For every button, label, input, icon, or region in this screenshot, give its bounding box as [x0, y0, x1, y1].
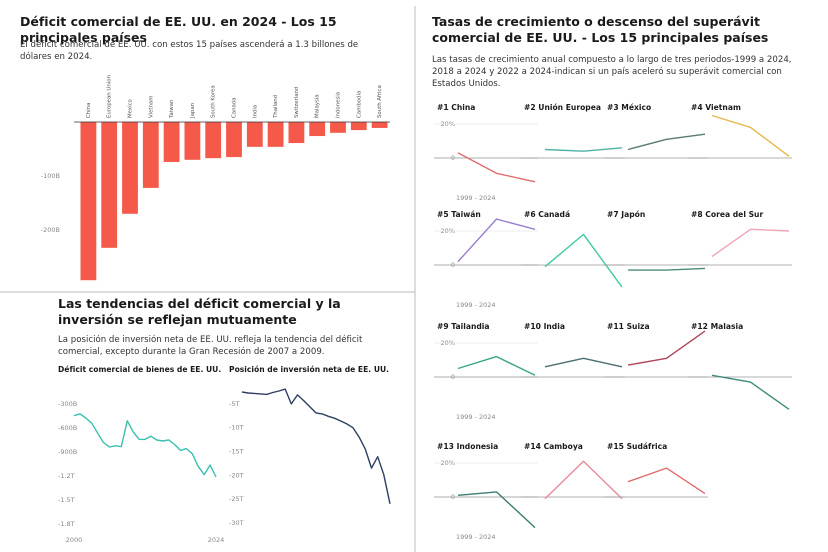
chart-title: #12 Malasia [691, 322, 743, 331]
panel-title: Las tendencias del déficit comercial y l… [58, 296, 341, 327]
y-tick-label: -15T [229, 447, 244, 455]
x-tick-label: European Union [107, 75, 113, 118]
y-tick-label: -1.2T [58, 472, 75, 480]
line [544, 233, 623, 288]
bar [288, 122, 305, 144]
x-axis-label: 1999 - 2024 [456, 301, 496, 309]
y-tick-label: -25T [229, 495, 244, 503]
chart-title: #1 China [437, 103, 475, 112]
x-axis-label: 1999 - 2024 [456, 194, 496, 202]
x-tick-label: China [86, 103, 92, 118]
x-tick-label: Cambodia [356, 91, 362, 118]
x-tick-label: Indonesia [336, 92, 342, 118]
chart-title: #10 India [524, 322, 565, 331]
bar [163, 122, 180, 162]
bar [246, 122, 263, 147]
line [627, 330, 706, 366]
chart-title: #15 Sudáfrica [607, 442, 667, 451]
y-tick-label: -10T [229, 424, 244, 432]
line [457, 355, 536, 376]
line [73, 413, 217, 478]
panel-subtitle: Las tasas de crecimiento anual compuesto… [432, 55, 792, 89]
x-tick-label: India [252, 105, 258, 118]
line [627, 467, 706, 495]
line [544, 147, 623, 152]
x-tick-label: South Korea [211, 85, 217, 118]
line [711, 228, 790, 258]
chart-title: #13 Indonesia [437, 442, 498, 451]
line [627, 133, 706, 151]
chart-title: #9 Tailandia [437, 322, 490, 331]
chart-title: #5 Taiwán [437, 210, 481, 219]
x-tick-label: Canada [232, 97, 238, 118]
bar [142, 122, 159, 188]
chart-title: #11 Suiza [607, 322, 650, 331]
x-tick-label: Taiwan [169, 100, 175, 119]
x-tick-label: Japan [190, 103, 196, 119]
bar [184, 122, 201, 160]
line [711, 374, 790, 410]
y-tick-label: -100B [41, 172, 60, 180]
x-axis-label: 1999 - 2024 [456, 413, 496, 421]
x-tick-label: Mexico [128, 99, 134, 118]
bar [330, 122, 346, 133]
chart-title: #6 Canadá [524, 210, 570, 219]
y-tick-label: -200B [41, 226, 60, 234]
line [241, 388, 391, 504]
y-tick-label: -30T [229, 519, 244, 527]
x-axis-label: 1999 - 2024 [456, 533, 496, 541]
y-tick-label: -300B [58, 400, 77, 408]
bar [101, 122, 118, 248]
x-tick-label: 2024 [208, 536, 225, 544]
bar [267, 122, 284, 147]
chart-title: Déficit comercial de bienes de EE. UU. [58, 365, 221, 374]
chart-title: #14 Camboya [524, 442, 583, 451]
line [628, 267, 706, 271]
chart-title: #4 Vietnam [691, 103, 741, 112]
chart-title: Posición de inversión neta de EE. UU. [229, 365, 389, 374]
line [457, 491, 536, 529]
panel-subtitle: La posición de inversión neta de EE. UU.… [58, 335, 363, 357]
panel-subtitle: El déficit comercial de EE. UU. con esto… [20, 40, 359, 62]
x-tick-label: Switzerland [294, 87, 300, 118]
y-tick-label: -5T [229, 400, 239, 408]
panel-title: Tasas de crecimiento o descenso del supe… [432, 14, 769, 45]
y-tick-label: -900B [58, 448, 77, 456]
chart-title: #2 Unión Europea [524, 103, 601, 112]
y-tick-label: -1.8T [58, 520, 75, 528]
bar [226, 122, 242, 158]
y-tick-label: -600B [58, 424, 77, 432]
bar [309, 122, 326, 137]
x-tick-label: South Africa [377, 85, 383, 118]
bar [80, 122, 97, 281]
line [544, 460, 623, 500]
bar [350, 122, 367, 131]
y-tick-label: -20T [229, 471, 244, 479]
x-tick-label: Vietnam [148, 96, 154, 118]
line [457, 218, 536, 263]
chart-title: #3 México [607, 103, 651, 112]
y-tick-label: -1.5T [58, 496, 75, 504]
x-tick-label: 2000 [66, 536, 83, 544]
x-tick-label: Malaysia [315, 94, 321, 118]
chart-title: #8 Corea del Sur [691, 210, 763, 219]
line [457, 152, 536, 183]
line [544, 357, 623, 368]
line [711, 114, 790, 157]
bar [122, 122, 138, 214]
x-tick-label: Thailand [273, 95, 279, 119]
bar [205, 122, 222, 159]
bar [371, 122, 388, 128]
chart-title: #7 Japón [607, 210, 645, 219]
panel-title: Déficit comercial de EE. UU. en 2024 - L… [20, 14, 337, 45]
